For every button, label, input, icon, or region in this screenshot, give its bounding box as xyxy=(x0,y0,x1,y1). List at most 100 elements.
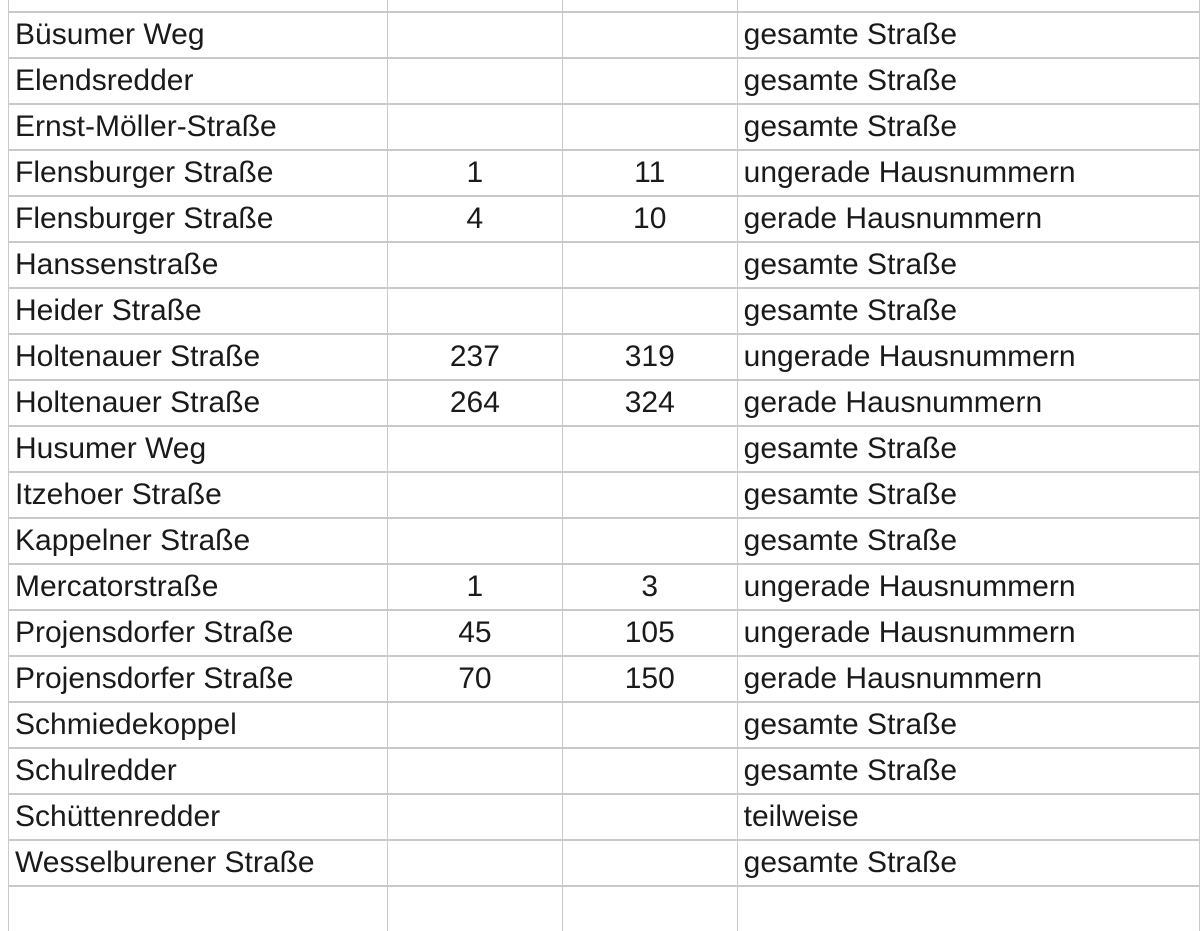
street-cell[interactable]: Kappelner Straße xyxy=(8,517,388,564)
street-cell[interactable]: Schmiedekoppel xyxy=(8,701,388,748)
to-number-cell[interactable]: 3 xyxy=(561,563,738,610)
to-number-cell[interactable] xyxy=(561,287,738,334)
table-row: Projensdorfer Straße 70 150 gerade Hausnumm… xyxy=(8,655,1200,702)
to-number-cell[interactable] xyxy=(561,839,738,886)
table-row: Elendsredder gesamte Straße xyxy=(8,57,1200,104)
from-number-cell[interactable]: 237 xyxy=(386,333,563,380)
to-number-cell[interactable] xyxy=(561,747,738,794)
table-row: Hanssenstraße gesamte Straße xyxy=(8,241,1200,288)
note-cell[interactable]: gesamte Straße xyxy=(736,57,1200,104)
street-cell[interactable]: Holtenauer Straße xyxy=(8,379,388,426)
to-number-cell[interactable]: 150 xyxy=(561,655,738,702)
note-cell[interactable]: gesamte Straße xyxy=(736,241,1200,288)
street-cell[interactable]: Itzehoer Straße xyxy=(8,471,388,518)
from-number-cell[interactable]: 45 xyxy=(386,609,563,656)
note-cell[interactable]: gesamte Straße xyxy=(736,471,1200,518)
street-cell[interactable]: Schüttenredder xyxy=(8,793,388,840)
table-row: Holtenauer Straße 237 319 ungerade Hausnumm… xyxy=(8,333,1200,380)
street-cell[interactable]: Heider Straße xyxy=(8,287,388,334)
note-cell[interactable]: gerade Hausnummern xyxy=(736,195,1200,242)
note-cell[interactable]: teilweise xyxy=(736,793,1200,840)
to-number-cell[interactable]: 105 xyxy=(561,609,738,656)
street-cell[interactable] xyxy=(8,885,388,931)
spreadsheet-grid: Büsumer Weg gesamte Straße Elendsredder ges… xyxy=(8,0,1200,931)
from-number-cell[interactable] xyxy=(386,793,563,840)
table-row: Flensburger Straße 1 11 ungerade Hausnummer… xyxy=(8,149,1200,196)
to-number-cell[interactable] xyxy=(561,0,738,12)
street-cell[interactable]: Flensburger Straße xyxy=(8,195,388,242)
table-row: Schulredder gesamte Straße xyxy=(8,747,1200,794)
note-cell[interactable]: gesamte Straße xyxy=(736,103,1200,150)
table-row xyxy=(8,885,1200,931)
note-cell[interactable]: ungerade Hausnummern xyxy=(736,149,1200,196)
note-cell[interactable]: gesamte Straße xyxy=(736,839,1200,886)
from-number-cell[interactable] xyxy=(386,287,563,334)
table-row: Ernst-Möller-Straße gesamte Straße xyxy=(8,103,1200,150)
table-row xyxy=(8,0,1200,12)
note-cell[interactable]: gerade Hausnummern xyxy=(736,379,1200,426)
note-cell[interactable] xyxy=(736,885,1200,931)
table-row: Schmiedekoppel gesamte Straße xyxy=(8,701,1200,748)
note-cell[interactable]: gesamte Straße xyxy=(736,747,1200,794)
from-number-cell[interactable] xyxy=(386,241,563,288)
table-row: Schüttenredder teilweise xyxy=(8,793,1200,840)
from-number-cell[interactable]: 70 xyxy=(386,655,563,702)
note-cell[interactable]: ungerade Hausnummern xyxy=(736,333,1200,380)
note-cell[interactable] xyxy=(736,0,1200,12)
to-number-cell[interactable] xyxy=(561,57,738,104)
table-row: Holtenauer Straße 264 324 gerade Hausnummer… xyxy=(8,379,1200,426)
to-number-cell[interactable] xyxy=(561,793,738,840)
street-cell[interactable]: Elendsredder xyxy=(8,57,388,104)
to-number-cell[interactable] xyxy=(561,471,738,518)
street-cell[interactable]: Wesselburener Straße xyxy=(8,839,388,886)
from-number-cell[interactable]: 4 xyxy=(386,195,563,242)
from-number-cell[interactable] xyxy=(386,0,563,12)
street-cell[interactable]: Ernst-Möller-Straße xyxy=(8,103,388,150)
note-cell[interactable]: gerade Hausnummern xyxy=(736,655,1200,702)
to-number-cell[interactable]: 319 xyxy=(561,333,738,380)
to-number-cell[interactable] xyxy=(561,701,738,748)
street-cell[interactable]: Projensdorfer Straße xyxy=(8,609,388,656)
street-cell[interactable]: Schulredder xyxy=(8,747,388,794)
to-number-cell[interactable] xyxy=(561,425,738,472)
from-number-cell[interactable] xyxy=(386,747,563,794)
from-number-cell[interactable] xyxy=(386,57,563,104)
street-cell[interactable]: Holtenauer Straße xyxy=(8,333,388,380)
from-number-cell[interactable] xyxy=(386,885,563,931)
note-cell[interactable]: gesamte Straße xyxy=(736,701,1200,748)
note-cell[interactable]: ungerade Hausnummern xyxy=(736,609,1200,656)
note-cell[interactable]: gesamte Straße xyxy=(736,517,1200,564)
street-cell[interactable]: Hanssenstraße xyxy=(8,241,388,288)
to-number-cell[interactable]: 10 xyxy=(561,195,738,242)
from-number-cell[interactable] xyxy=(386,11,563,58)
to-number-cell[interactable] xyxy=(561,103,738,150)
street-cell[interactable]: Büsumer Weg xyxy=(8,11,388,58)
table-row: Flensburger Straße 4 10 gerade Hausnummern xyxy=(8,195,1200,242)
street-cell[interactable]: Projensdorfer Straße xyxy=(8,655,388,702)
street-cell[interactable]: Mercatorstraße xyxy=(8,563,388,610)
table-row: Mercatorstraße 1 3 ungerade Hausnummern xyxy=(8,563,1200,610)
from-number-cell[interactable] xyxy=(386,517,563,564)
from-number-cell[interactable] xyxy=(386,103,563,150)
to-number-cell[interactable] xyxy=(561,11,738,58)
street-cell[interactable]: Flensburger Straße xyxy=(8,149,388,196)
from-number-cell[interactable]: 1 xyxy=(386,563,563,610)
to-number-cell[interactable] xyxy=(561,885,738,931)
street-cell[interactable]: Husumer Weg xyxy=(8,425,388,472)
table-row: Büsumer Weg gesamte Straße xyxy=(8,11,1200,58)
to-number-cell[interactable]: 11 xyxy=(561,149,738,196)
from-number-cell[interactable]: 264 xyxy=(386,379,563,426)
street-cell[interactable] xyxy=(8,0,388,12)
to-number-cell[interactable] xyxy=(561,241,738,288)
note-cell[interactable]: gesamte Straße xyxy=(736,11,1200,58)
to-number-cell[interactable] xyxy=(561,517,738,564)
note-cell[interactable]: gesamte Straße xyxy=(736,425,1200,472)
from-number-cell[interactable] xyxy=(386,839,563,886)
note-cell[interactable]: gesamte Straße xyxy=(736,287,1200,334)
to-number-cell[interactable]: 324 xyxy=(561,379,738,426)
from-number-cell[interactable] xyxy=(386,701,563,748)
from-number-cell[interactable] xyxy=(386,471,563,518)
note-cell[interactable]: ungerade Hausnummern xyxy=(736,563,1200,610)
from-number-cell[interactable] xyxy=(386,425,563,472)
from-number-cell[interactable]: 1 xyxy=(386,149,563,196)
